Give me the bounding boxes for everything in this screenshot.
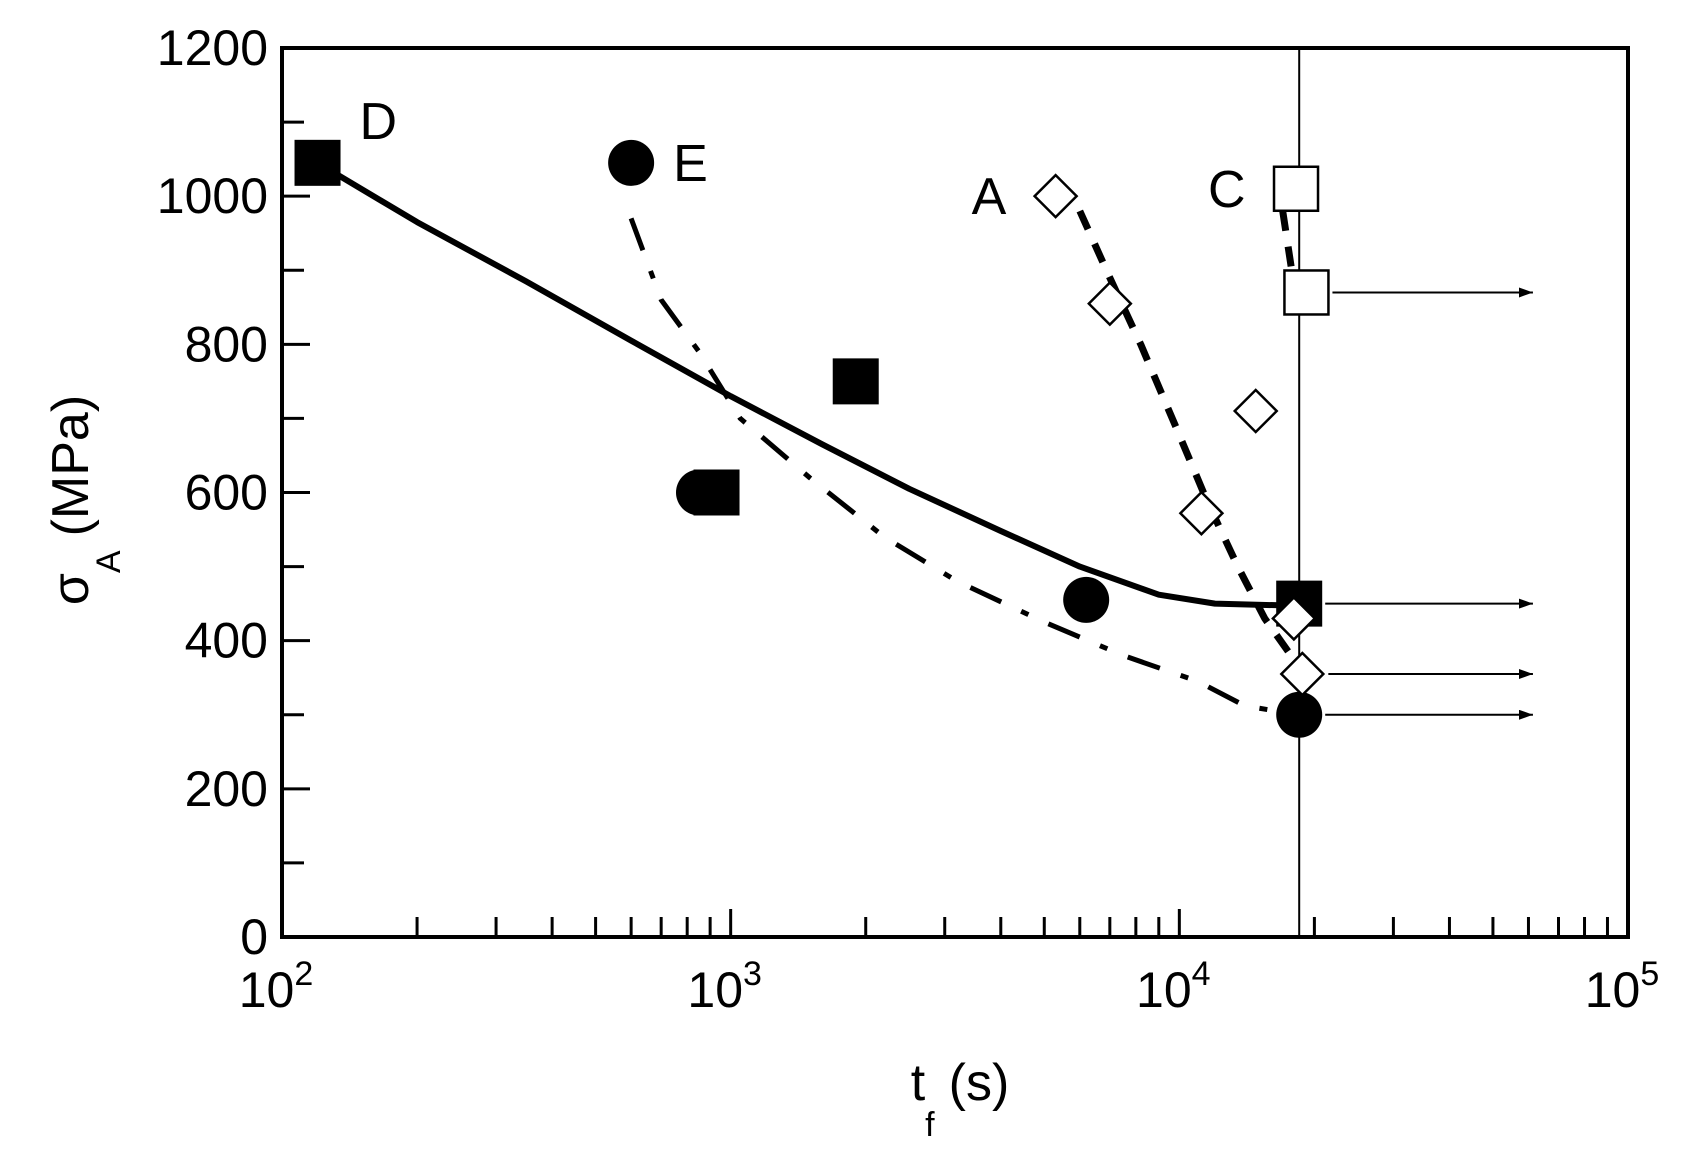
series-label-D: D xyxy=(360,93,398,151)
series-label-C: C xyxy=(1208,161,1246,219)
curve-D xyxy=(315,160,1300,609)
x-tick-label: 105 xyxy=(1585,955,1660,1018)
data-point-E xyxy=(1276,691,1323,738)
fit-curves xyxy=(315,160,1300,718)
data-point-A xyxy=(1178,490,1225,537)
data-point-C xyxy=(1272,165,1320,213)
y-tick-label: 400 xyxy=(185,613,268,669)
y-tick-label: 200 xyxy=(185,761,268,817)
series-label-E: E xyxy=(673,135,708,193)
data-point-C xyxy=(1283,269,1330,316)
data-point-A xyxy=(1279,651,1326,697)
data-point-A xyxy=(1087,280,1133,327)
x-tick-label: 104 xyxy=(1136,955,1211,1018)
curve-C xyxy=(1279,210,1296,271)
data-point-A xyxy=(1271,595,1317,642)
data-point-A xyxy=(1032,173,1079,219)
data-point-D xyxy=(832,358,879,405)
series-labels: D E A C xyxy=(360,93,1246,226)
y-tick-label: 1200 xyxy=(157,20,268,76)
x-tick-label: 103 xyxy=(687,955,762,1018)
plot-frame xyxy=(280,46,1630,939)
curve-E xyxy=(628,217,1300,718)
series-label-A: A xyxy=(972,168,1007,226)
y-tick-label: 1000 xyxy=(157,168,268,224)
y-tick-label: 600 xyxy=(185,465,268,521)
y-tick-label: 0 xyxy=(240,909,268,965)
data-point-A xyxy=(1232,388,1279,434)
data-point-E xyxy=(675,469,722,516)
x-tick-label: 102 xyxy=(239,955,314,1018)
y-tick-label: 800 xyxy=(185,316,268,372)
data-points xyxy=(294,139,1533,738)
data-point-E xyxy=(1063,576,1110,623)
data-point-D xyxy=(294,139,341,186)
x-axis-title: tf(s) xyxy=(911,1054,1010,1144)
data-point-E xyxy=(608,139,655,186)
y-axis-title: σA(MPa) xyxy=(42,395,128,605)
axes: 0 200 400 600 800 1000 1200 102 103 104 105 tf(s) σA… xyxy=(42,20,1659,1144)
